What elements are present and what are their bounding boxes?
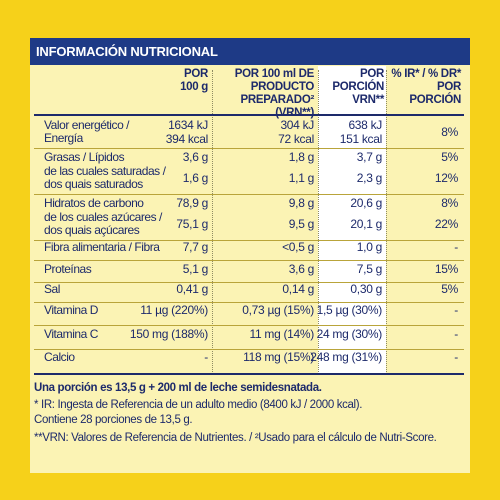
ir-note: * IR: Ingesta de Referencia de un adulto… <box>34 399 363 411</box>
row-divider <box>34 148 464 149</box>
cell-portion: 7,5 g <box>356 262 383 276</box>
row-divider <box>34 302 464 303</box>
row-label: de las cuales saturadas / <box>44 164 166 178</box>
row-divider <box>34 282 464 283</box>
col-header-line: POR <box>359 68 384 80</box>
row-label: Vitamina C <box>44 327 98 341</box>
cell-ir: 22% <box>434 217 458 231</box>
cell-prep: 72 kcal <box>278 132 314 146</box>
row-label: de los cuales azúcares / <box>44 210 162 224</box>
row-label: Energía <box>44 130 83 145</box>
col-header-line: PRODUCTO <box>250 81 315 93</box>
row-label: Calcio <box>44 350 75 364</box>
cell-portion: 24 mg (30%) <box>316 327 383 341</box>
cell-prep: 118 mg (15%) <box>243 350 314 364</box>
cell-ir: - <box>454 327 458 341</box>
cell-portion: 3,7 g <box>356 150 383 164</box>
col-header-ir: % IR* / % DR* POR PORCIÓN <box>388 68 461 107</box>
cell-p100: 78,9 g <box>176 196 208 210</box>
cell-p100: 394 kcal <box>165 132 209 146</box>
row-label: Valor energético / <box>44 118 130 132</box>
cell-ir: - <box>454 350 458 364</box>
cell-portion: 151 kcal <box>339 132 383 146</box>
cell-prep: 304 kJ <box>280 118 314 132</box>
cell-portion: 638 kJ <box>348 118 382 132</box>
cell-portion: 2,3 g <box>356 171 383 185</box>
cell-ir: 5% <box>441 282 458 296</box>
cell-ir: - <box>454 303 458 317</box>
row-divider <box>34 240 464 241</box>
col-header-prepared: POR 100 ml DE PRODUCTO PREPARADO² (VRN**… <box>212 68 315 120</box>
col-header-line: % IR* / % DR* <box>391 68 461 80</box>
col-header-per-100g: POR 100 g <box>150 68 208 94</box>
row-label: Fibra alimentaria / Fibra <box>44 240 160 254</box>
cell-p100: 150 mg (188%) <box>129 327 208 341</box>
col-header-line: VRN** <box>352 94 384 106</box>
col-header-line: PORCIÓN <box>409 94 461 106</box>
col-header-line: 100 g <box>180 81 208 93</box>
cell-prep: 9,5 g <box>288 217 315 231</box>
cell-prep: 1,1 g <box>288 171 315 185</box>
cell-prep: 1,8 g <box>288 150 315 164</box>
portion-column-highlight <box>318 66 386 373</box>
cell-prep: <0,5 g <box>282 240 314 254</box>
cell-ir: - <box>454 240 458 254</box>
row-divider <box>34 194 464 195</box>
cell-ir: 12% <box>434 171 458 185</box>
row-label: Vitamina D <box>44 303 98 317</box>
cell-prep: 11 mg (14%) <box>249 327 314 341</box>
cell-portion: 1,0 g <box>356 240 383 254</box>
row-label: Sal <box>44 282 60 296</box>
cell-prep: 0,73 µg (15%) <box>242 303 314 317</box>
cell-portion: 248 mg (31%) <box>310 350 382 364</box>
cell-portion: 1,5 µg (30%) <box>316 303 383 317</box>
cell-portion: 20,1 g <box>350 217 382 231</box>
cell-p100: 3,6 g <box>182 150 209 164</box>
header-divider <box>34 114 464 116</box>
column-divider <box>318 70 319 374</box>
cell-p100: 1634 kJ <box>168 118 208 132</box>
col-header-line: POR <box>183 68 208 80</box>
col-header-portion: POR PORCIÓN VRN** <box>318 68 384 107</box>
cell-portion: 20,6 g <box>350 196 382 210</box>
col-header-line: POR <box>436 81 461 93</box>
row-divider <box>34 349 464 350</box>
cell-ir: 8% <box>441 196 458 210</box>
cell-p100: 7,7 g <box>182 240 209 254</box>
portion-note: Una porción es 13,5 g + 200 ml de leche … <box>34 382 322 394</box>
row-label: dos quais açúcares <box>44 222 140 237</box>
portions-count: Contiene 28 porciones de 13,5 g. <box>34 414 193 426</box>
col-header-line: PORCIÓN <box>332 81 384 93</box>
column-divider <box>386 70 387 374</box>
cell-portion: 0,30 g <box>350 282 382 296</box>
col-header-line: PREPARADO² (VRN**) <box>240 94 315 119</box>
table-bottom-divider <box>34 373 464 375</box>
row-label: Hidratos de carbono <box>44 196 144 210</box>
cell-p100: 11 µg (220%) <box>140 303 208 317</box>
nutrition-panel <box>30 38 470 473</box>
table-title: INFORMACIÓN NUTRICIONAL <box>30 38 470 65</box>
cell-prep: 3,6 g <box>288 262 315 276</box>
vrn-note: **VRN: Valores de Referencia de Nutrient… <box>34 432 437 444</box>
cell-p100: 0,41 g <box>176 282 208 296</box>
col-header-line: POR 100 ml DE <box>234 68 315 80</box>
row-label: Grasas / Lípidos <box>44 150 125 164</box>
cell-p100: 75,1 g <box>176 217 208 231</box>
row-label: Proteínas <box>44 262 92 276</box>
row-divider <box>34 325 464 326</box>
cell-p100: 5,1 g <box>182 262 209 276</box>
cell-prep: 0,14 g <box>282 282 314 296</box>
cell-p100: - <box>204 350 208 364</box>
row-label: dos quais saturados <box>44 176 143 191</box>
cell-p100: 1,6 g <box>182 171 209 185</box>
column-divider <box>212 70 213 374</box>
cell-ir: 8% <box>441 125 458 139</box>
cell-ir: 15% <box>434 262 458 276</box>
row-divider <box>34 260 464 261</box>
cell-prep: 9,8 g <box>288 196 315 210</box>
cell-ir: 5% <box>441 150 458 164</box>
